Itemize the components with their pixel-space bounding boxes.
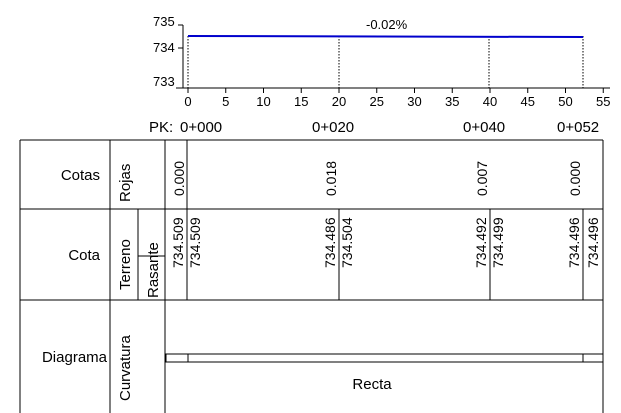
rasante-value-1: 734.504 bbox=[339, 217, 355, 268]
x-tick-label-55: 55 bbox=[596, 94, 610, 109]
x-tick-label-15: 15 bbox=[294, 94, 308, 109]
terreno-value-3: 734.496 bbox=[566, 217, 582, 268]
x-tick-label-20: 20 bbox=[332, 94, 346, 109]
sub-label-terreno: Terreno bbox=[117, 239, 134, 290]
pk-station-3: 0+052 bbox=[557, 119, 599, 136]
pk-station-2: 0+040 bbox=[463, 119, 505, 136]
x-tick-group: 0 5 10 15 20 25 30 35 40 45 50 55 bbox=[184, 88, 610, 109]
cota-roja-value-1: 0.018 bbox=[323, 161, 339, 196]
y-tick-label-734: 734 bbox=[153, 40, 175, 55]
x-tick-label-50: 50 bbox=[558, 94, 572, 109]
terreno-value-1: 734.486 bbox=[322, 217, 338, 268]
profile-chart: 735 734 733 0 5 10 15 20 25 30 35 40 45 50 55 -0.02… bbox=[153, 14, 610, 109]
terreno-value-2: 734.492 bbox=[473, 217, 489, 268]
rasante-value-0: 734.509 bbox=[187, 217, 203, 268]
recta-band bbox=[165, 353, 604, 363]
sub-label-rasante: Rasante bbox=[145, 242, 162, 298]
x-tick-label-25: 25 bbox=[370, 94, 384, 109]
y-tick-label-735: 735 bbox=[153, 14, 175, 29]
rasante-value-2: 734.499 bbox=[490, 217, 506, 268]
pk-label: PK: bbox=[149, 119, 173, 136]
row-label-cotas: Cotas bbox=[61, 167, 100, 184]
grade-line bbox=[187, 35, 584, 38]
pk-row: PK: 0+000 0+020 0+040 0+052 bbox=[149, 119, 599, 136]
row-label-diagrama: Diagrama bbox=[42, 349, 108, 366]
segment-label-recta: Recta bbox=[352, 376, 392, 393]
x-tick-label-10: 10 bbox=[256, 94, 270, 109]
y-tick-label-733: 733 bbox=[153, 74, 175, 89]
x-tick-label-40: 40 bbox=[483, 94, 497, 109]
pk-station-1: 0+020 bbox=[312, 119, 354, 136]
row-label-cota: Cota bbox=[68, 247, 100, 264]
table-grid bbox=[19, 139, 604, 413]
x-tick-label-0: 0 bbox=[184, 94, 191, 109]
cota-roja-value-0: 0.000 bbox=[171, 161, 187, 196]
rasante-value-3: 734.496 bbox=[585, 217, 601, 268]
grade-label: -0.02% bbox=[366, 17, 408, 32]
curvature-diagram: Recta bbox=[165, 353, 604, 393]
x-tick-label-35: 35 bbox=[445, 94, 459, 109]
terreno-value-0: 734.509 bbox=[170, 217, 186, 268]
pk-station-0: 0+000 bbox=[180, 119, 222, 136]
sub-label-rojas: Rojas bbox=[117, 164, 134, 202]
x-tick-label-5: 5 bbox=[222, 94, 229, 109]
x-tick-label-45: 45 bbox=[521, 94, 535, 109]
sub-label-curvatura: Curvatura bbox=[117, 334, 134, 401]
cota-roja-value-2: 0.007 bbox=[474, 161, 490, 196]
x-tick-label-30: 30 bbox=[407, 94, 421, 109]
cota-roja-value-3: 0.000 bbox=[567, 161, 583, 196]
